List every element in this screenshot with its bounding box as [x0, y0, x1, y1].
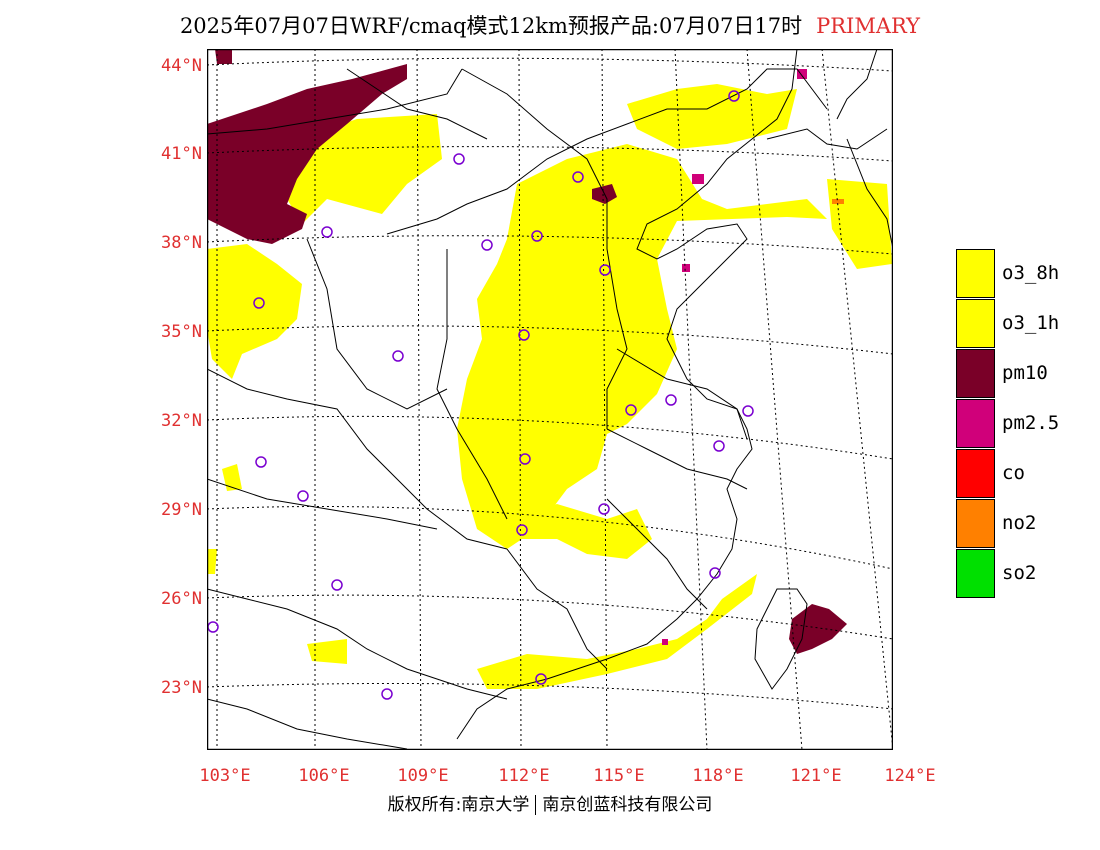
legend-label: so2: [1002, 562, 1037, 584]
no2-region: [832, 199, 844, 204]
lat-label: 23°N: [161, 678, 202, 698]
legend-item-o3-1h: o3_1h: [956, 299, 1086, 349]
lon-label: 118°E: [692, 766, 744, 786]
pm10-region: [207, 49, 847, 654]
legend-swatch: [956, 399, 995, 448]
copyright: 版权所有:南京大学 南京创蓝科技有限公司: [0, 790, 1100, 815]
legend-swatch: [956, 299, 995, 348]
legend-item-pm10: pm10: [956, 349, 1086, 399]
copyright-left: 版权所有:南京大学: [387, 795, 530, 815]
lon-label: 112°E: [498, 766, 550, 786]
legend-swatch: [956, 449, 995, 498]
legend-item-pm25: pm2.5: [956, 399, 1086, 449]
primary-tag: PRIMARY: [816, 14, 921, 38]
graticule: [207, 49, 893, 750]
lat-label: 38°N: [161, 233, 202, 253]
o3-region: [207, 84, 892, 689]
lat-label: 29°N: [161, 500, 202, 520]
map-title: 2025年07月07日WRF/cmaq模式12km预报产品:07月07日17时 P…: [0, 10, 1100, 40]
legend-item-no2: no2: [956, 499, 1086, 549]
legend-swatch: [956, 249, 995, 298]
legend-item-so2: so2: [956, 549, 1086, 599]
pm25-region: [662, 69, 807, 645]
lon-label: 109°E: [397, 766, 449, 786]
legend-swatch: [956, 499, 995, 548]
lon-label: 124°E: [884, 766, 936, 786]
coastline: [456, 49, 893, 740]
copyright-divider: [535, 795, 537, 815]
legend-label: no2: [1002, 512, 1037, 534]
legend-label: co: [1002, 462, 1025, 484]
legend-label: pm10: [1002, 362, 1048, 384]
lat-label: 26°N: [161, 589, 202, 609]
province-borders: [207, 68, 828, 750]
map-title-text: 2025年07月07日WRF/cmaq模式12km预报产品:07月07日17时: [179, 14, 803, 38]
lat-label: 41°N: [161, 144, 202, 164]
legend-item-co: co: [956, 449, 1086, 499]
lon-label: 121°E: [790, 766, 842, 786]
legend-swatch: [956, 349, 995, 398]
legend-label: pm2.5: [1002, 412, 1060, 434]
legend-label: o3_8h: [1002, 262, 1060, 284]
legend-item-o3-8h: o3_8h: [956, 249, 1086, 299]
station-markers: [207, 90, 754, 700]
lon-label: 115°E: [593, 766, 645, 786]
legend-label: o3_1h: [1002, 312, 1060, 334]
map-canvas: [207, 49, 893, 750]
legend-swatch: [956, 549, 995, 598]
map-area: [207, 49, 893, 750]
copyright-right: 南京创蓝科技有限公司: [542, 795, 713, 815]
lon-label: 103°E: [199, 766, 251, 786]
lat-label: 32°N: [161, 411, 202, 431]
lon-label: 106°E: [298, 766, 350, 786]
lat-label: 35°N: [161, 322, 202, 342]
lat-label: 44°N: [161, 56, 202, 76]
